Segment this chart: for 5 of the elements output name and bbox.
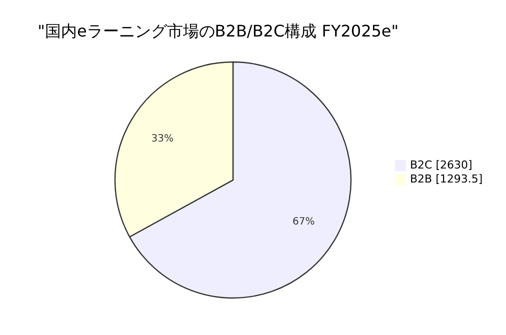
data-label: 33% [151,133,174,144]
chart-title: "国内eラーニング市場のB2B/B2C構成 FY2025e" [38,22,399,41]
legend-label: B2B [1293.5] [410,172,483,186]
data-label: 67% [292,216,315,228]
legend-label: B2C [2630] [410,158,472,172]
